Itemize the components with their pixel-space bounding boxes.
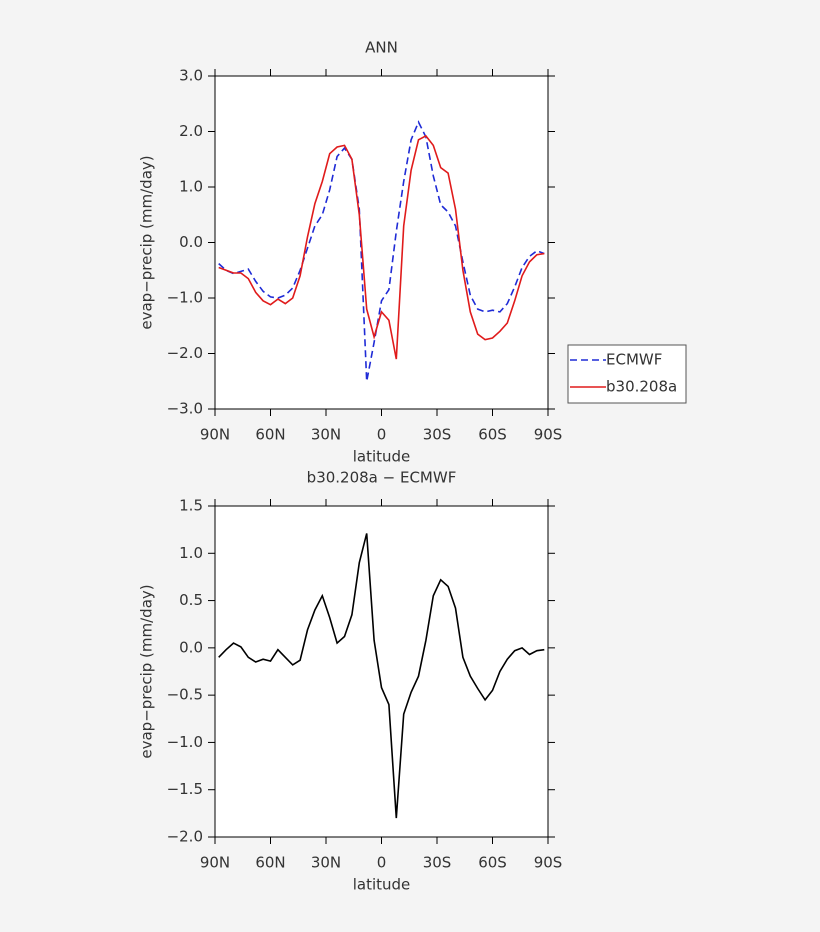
x-tick-label: 30S bbox=[423, 854, 452, 872]
y-tick-label: −2.0 bbox=[167, 344, 203, 362]
x-tick-label: 0 bbox=[377, 854, 387, 872]
y-tick-label: −1.0 bbox=[167, 289, 203, 307]
y-tick-label: −0.5 bbox=[167, 686, 203, 704]
x-tick-label: 30S bbox=[423, 426, 452, 444]
legend-box bbox=[567, 344, 687, 404]
plot-frame bbox=[214, 75, 549, 410]
x-tick-label: 60S bbox=[478, 426, 507, 444]
x-tick-label: 30N bbox=[311, 426, 341, 444]
x-tick-label: 90S bbox=[534, 426, 563, 444]
x-axis-label: latitude bbox=[353, 448, 411, 466]
y-axis-label: evap−precip (mm/day) bbox=[138, 584, 156, 758]
x-tick-label: 90S bbox=[534, 854, 563, 872]
y-axis-label: evap−precip (mm/day) bbox=[138, 155, 156, 329]
x-tick-label: 60N bbox=[255, 426, 285, 444]
y-tick-label: 0.0 bbox=[179, 233, 203, 251]
legend-label: ECMWF bbox=[606, 351, 662, 369]
y-tick-label: 0.5 bbox=[179, 591, 203, 609]
x-tick-label: 30N bbox=[311, 854, 341, 872]
y-tick-label: −2.0 bbox=[167, 828, 203, 846]
x-tick-label: 90N bbox=[200, 426, 230, 444]
plot-area bbox=[215, 76, 548, 409]
y-tick-label: 0.0 bbox=[179, 638, 203, 656]
x-tick-label: 60S bbox=[478, 854, 507, 872]
chart-title: b30.208a − ECMWF bbox=[307, 469, 457, 487]
y-tick-label: 1.0 bbox=[179, 178, 203, 196]
plot-area bbox=[215, 506, 548, 837]
series-line bbox=[218, 120, 545, 382]
y-tick-label: 1.5 bbox=[179, 497, 203, 515]
legend-label: b30.208a bbox=[606, 378, 677, 396]
y-tick-label: 2.0 bbox=[179, 122, 203, 140]
x-tick-label: 60N bbox=[255, 854, 285, 872]
y-tick-label: 1.0 bbox=[179, 544, 203, 562]
y-tick-label: −3.0 bbox=[167, 400, 203, 418]
x-axis-label: latitude bbox=[353, 876, 411, 894]
x-tick-label: 90N bbox=[200, 854, 230, 872]
y-tick-label: −1.0 bbox=[167, 733, 203, 751]
series-line bbox=[218, 134, 545, 360]
y-tick-label: −1.5 bbox=[167, 780, 203, 798]
plot-frame bbox=[214, 505, 549, 838]
x-tick-label: 0 bbox=[377, 426, 387, 444]
chart-title: ANN bbox=[365, 39, 398, 57]
series-line bbox=[218, 533, 545, 819]
y-tick-label: 3.0 bbox=[179, 67, 203, 85]
